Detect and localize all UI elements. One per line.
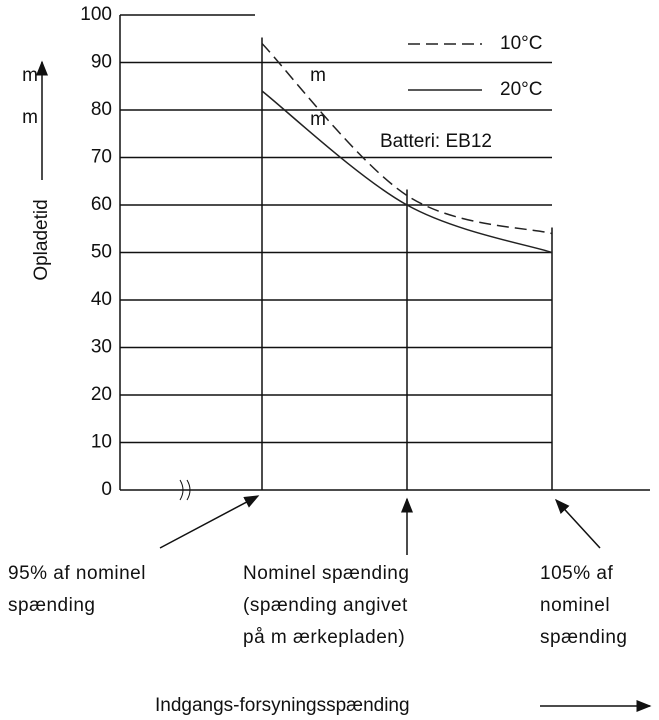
stray-label: m	[22, 65, 38, 86]
annotation: Batteri: EB12	[380, 131, 492, 152]
legend-label: 10°C	[500, 33, 542, 54]
y-tick-label: 0	[101, 479, 112, 500]
y-tick-label: 50	[91, 242, 112, 263]
y-tick-label: 10	[91, 432, 112, 453]
y-tick-label: 20	[91, 384, 112, 405]
category-label: Nominel spænding (spænding angivet på m …	[243, 563, 410, 648]
x-axis-label: Indgangs-forsyningsspænding	[155, 695, 410, 716]
y-tick-label: 80	[91, 99, 112, 120]
pointer-arrow	[554, 498, 601, 549]
y-axis-label: Opladetid	[31, 199, 52, 280]
category-label: 105% af nominel spænding	[540, 563, 628, 648]
y-tick-label: 60	[91, 194, 112, 215]
stray-label: m	[310, 65, 326, 86]
y-tick-label: 90	[91, 52, 112, 73]
series-line	[261, 90, 553, 254]
stray-label: m	[310, 109, 326, 130]
legend-label: 20°C	[500, 79, 542, 100]
y-tick-label: 100	[80, 4, 112, 25]
category-label: 95% af nominel spænding	[8, 563, 146, 616]
y-tick-label: 30	[91, 337, 112, 358]
stray-label: m	[22, 107, 38, 128]
y-tick-label: 70	[91, 147, 112, 168]
pointer-arrow	[159, 495, 260, 549]
y-tick-label: 40	[91, 289, 112, 310]
